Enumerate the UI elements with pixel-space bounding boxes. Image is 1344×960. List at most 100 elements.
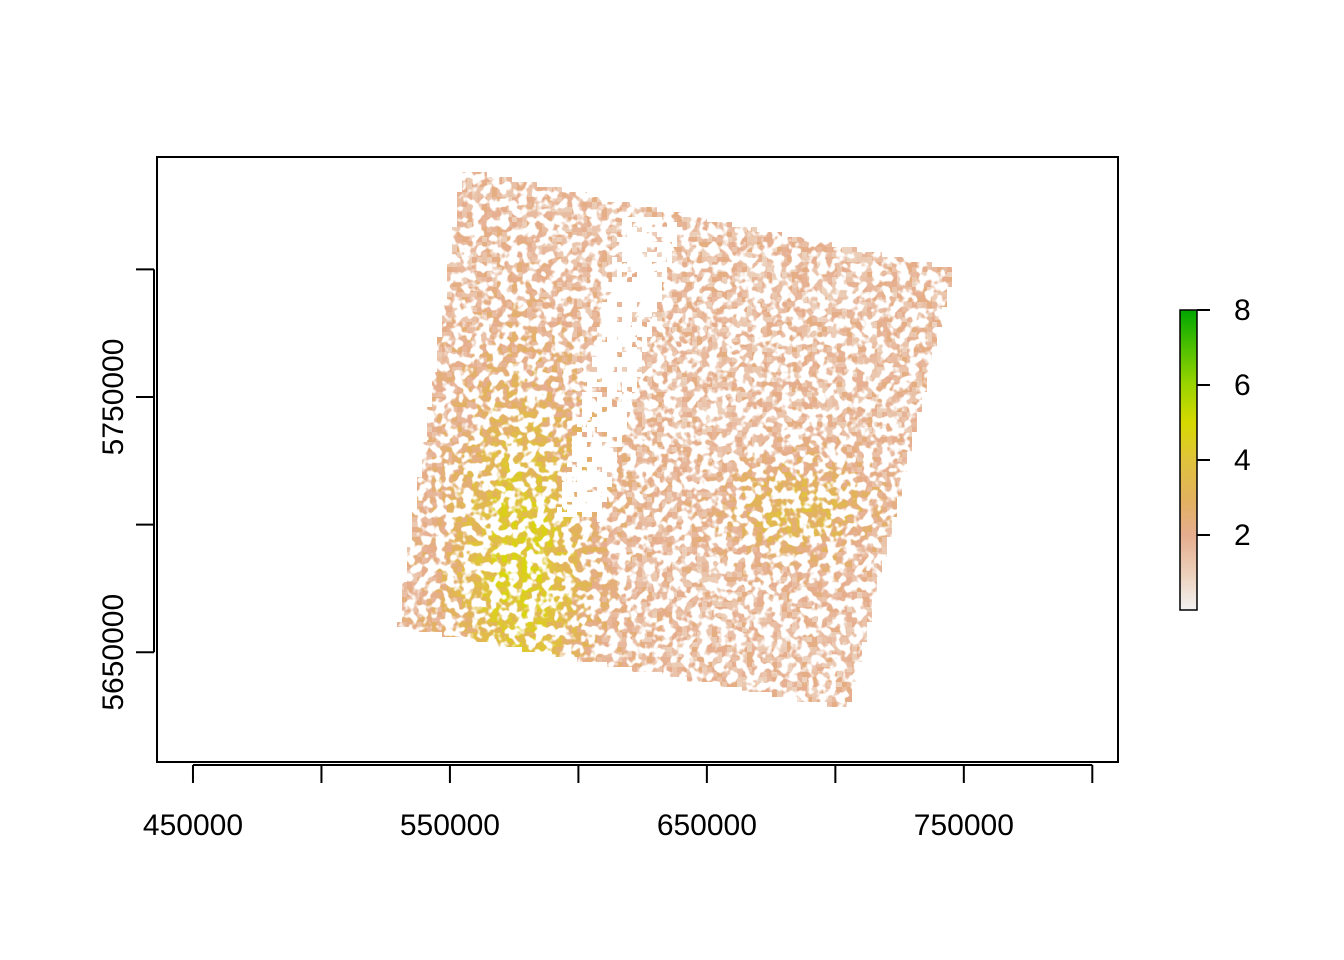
raster-cell <box>732 237 737 242</box>
raster-cell <box>547 342 552 347</box>
raster-cell <box>822 422 827 427</box>
raster-cell <box>592 317 597 322</box>
raster-cell <box>882 437 887 442</box>
raster-cell <box>727 242 732 247</box>
raster-cell <box>642 407 647 412</box>
raster-cell <box>672 282 677 287</box>
raster-cell <box>887 482 892 487</box>
raster-cell <box>462 252 467 257</box>
raster-cell <box>862 362 867 367</box>
raster-cell <box>907 417 912 422</box>
raster-cell <box>682 352 687 357</box>
raster-cell <box>917 387 922 392</box>
raster-cell <box>737 257 742 262</box>
raster-cell <box>657 427 662 432</box>
raster-cell <box>672 487 677 492</box>
raster-cell <box>842 472 847 477</box>
raster-cell <box>442 412 447 417</box>
raster-cell <box>557 307 562 312</box>
raster-cell <box>747 397 752 402</box>
raster-cell <box>772 437 777 442</box>
raster-cell <box>532 417 537 422</box>
raster-cell <box>747 337 752 342</box>
raster-cell <box>492 442 497 447</box>
raster-cell <box>577 382 582 387</box>
raster-cell <box>827 392 832 397</box>
raster-cell <box>547 307 552 312</box>
raster-cell <box>722 377 727 382</box>
raster-cell <box>872 262 877 267</box>
raster-cell <box>872 417 877 422</box>
raster-cell <box>772 297 777 302</box>
raster-cell <box>592 367 597 372</box>
raster-cell <box>487 227 492 232</box>
raster-cell <box>487 202 492 207</box>
raster-cell <box>792 437 797 442</box>
raster-cell <box>912 367 917 372</box>
raster-cell <box>532 402 537 407</box>
raster-cell <box>657 337 662 342</box>
raster-cell <box>722 467 727 472</box>
raster-cell <box>527 322 532 327</box>
raster-cell <box>782 397 787 402</box>
raster-cell <box>552 342 557 347</box>
raster-cell <box>892 447 897 452</box>
raster-cell <box>732 422 737 427</box>
raster-cell <box>692 262 697 267</box>
raster-cell <box>577 342 582 347</box>
raster-cell <box>707 407 712 412</box>
raster-cell <box>882 427 887 432</box>
raster-cell <box>567 277 572 282</box>
raster-cell <box>562 222 567 227</box>
raster-cell <box>502 252 507 257</box>
raster-cell <box>887 417 892 422</box>
raster-cell <box>512 307 517 312</box>
raster-cell <box>877 312 882 317</box>
raster-cell <box>612 247 617 252</box>
raster-cell <box>697 452 702 457</box>
raster-cell <box>572 412 577 417</box>
raster-cell <box>872 447 877 452</box>
raster-cell <box>907 327 912 332</box>
raster-cell <box>502 237 507 242</box>
raster-cell <box>837 482 842 487</box>
raster-cell <box>717 397 722 402</box>
raster-cell <box>667 367 672 372</box>
raster-cell <box>827 437 832 442</box>
raster-cell <box>872 357 877 362</box>
raster-cell <box>687 412 692 417</box>
raster-cell <box>827 457 832 462</box>
raster-cell <box>467 472 472 477</box>
raster-cell <box>472 437 477 442</box>
raster-cell <box>682 457 687 462</box>
raster-cell <box>507 272 512 277</box>
raster-cell <box>487 242 492 247</box>
raster-cell <box>492 282 497 287</box>
raster-cell <box>907 397 912 402</box>
raster-cell <box>552 337 557 342</box>
raster-cell <box>782 282 787 287</box>
raster-cell <box>502 197 507 202</box>
raster-cell <box>532 267 537 272</box>
raster-cell <box>707 452 712 457</box>
raster-cell <box>702 217 707 222</box>
raster-cell <box>882 487 887 492</box>
raster-cell <box>452 447 457 452</box>
raster-cell <box>447 432 452 437</box>
raster-cell <box>787 237 792 242</box>
raster-cell <box>472 307 477 312</box>
raster-cell <box>872 372 877 377</box>
raster-cell <box>507 332 512 337</box>
raster-cell <box>547 347 552 352</box>
raster-cell <box>547 492 552 497</box>
raster-cell <box>547 242 552 247</box>
raster-cell <box>672 432 677 437</box>
raster-cell <box>612 222 617 227</box>
raster-cell <box>827 327 832 332</box>
raster-cell <box>857 312 862 317</box>
raster-cell <box>747 437 752 442</box>
raster-cell <box>777 357 782 362</box>
raster-cell <box>557 362 562 367</box>
raster-cell <box>627 387 632 392</box>
raster-cell <box>542 292 547 297</box>
